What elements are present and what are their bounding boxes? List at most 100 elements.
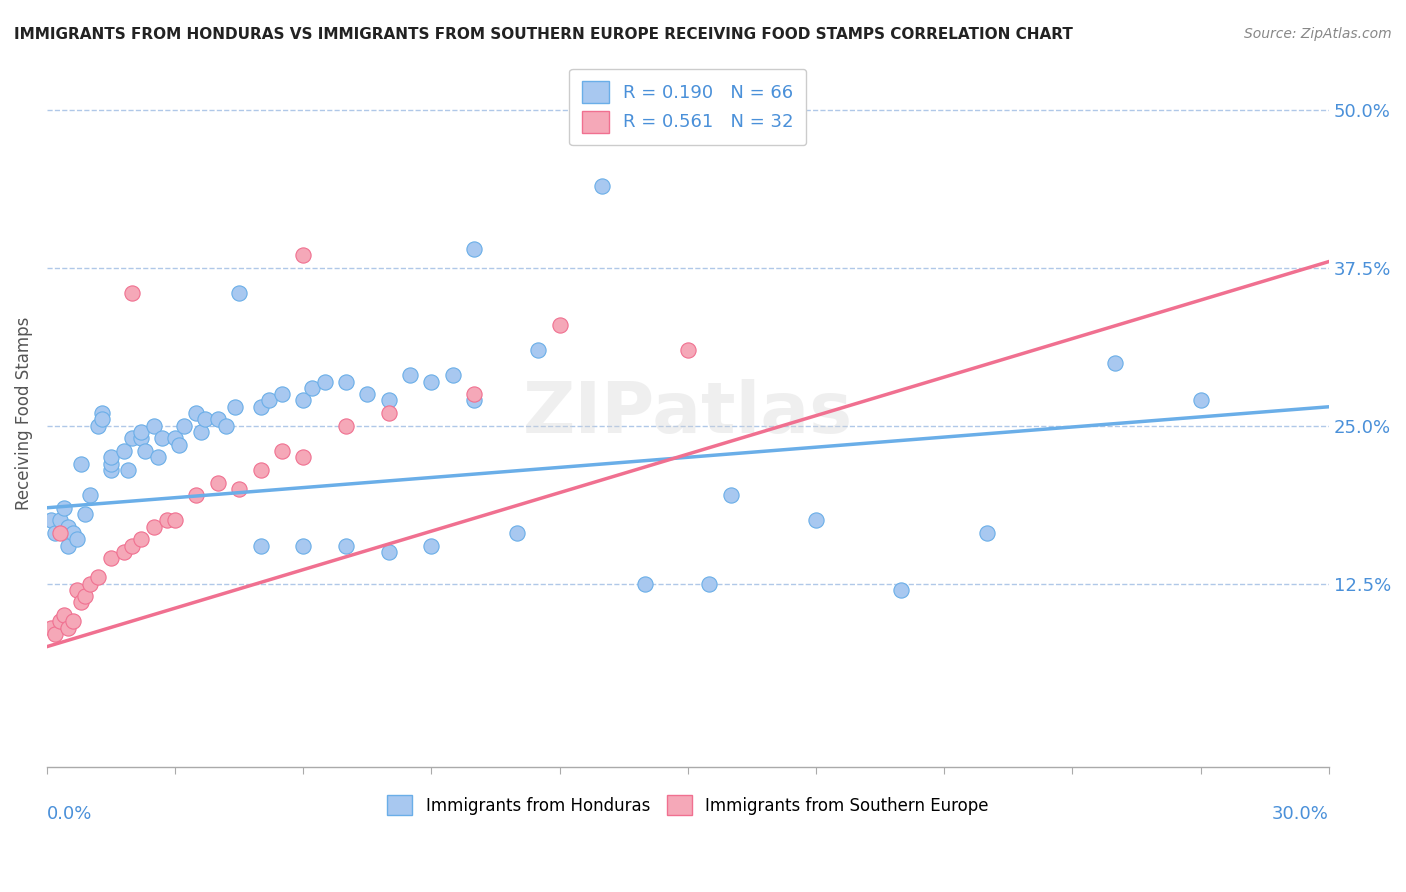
Point — [79, 576, 101, 591]
Point — [62, 615, 84, 629]
Point — [224, 400, 246, 414]
Point — [1189, 393, 1212, 408]
Point — [48, 526, 70, 541]
Point — [190, 425, 212, 439]
Point — [420, 375, 443, 389]
Point — [463, 393, 485, 408]
Point — [301, 381, 323, 395]
Point — [194, 412, 217, 426]
Point — [100, 450, 122, 465]
Point — [270, 444, 292, 458]
Point — [257, 393, 280, 408]
Point — [39, 513, 62, 527]
Point — [356, 387, 378, 401]
Point — [377, 393, 399, 408]
Point — [62, 526, 84, 541]
Point — [804, 513, 827, 527]
Point — [66, 582, 89, 597]
Point — [890, 582, 912, 597]
Point — [121, 539, 143, 553]
Point — [142, 519, 165, 533]
Legend: Immigrants from Honduras, Immigrants from Southern Europe: Immigrants from Honduras, Immigrants fro… — [381, 789, 995, 822]
Point — [634, 576, 657, 591]
Point — [58, 621, 80, 635]
Point — [142, 418, 165, 433]
Point — [66, 533, 89, 547]
Text: IMMIGRANTS FROM HONDURAS VS IMMIGRANTS FROM SOUTHERN EUROPE RECEIVING FOOD STAMP: IMMIGRANTS FROM HONDURAS VS IMMIGRANTS F… — [14, 27, 1073, 42]
Point — [591, 178, 613, 193]
Point — [100, 457, 122, 471]
Point — [44, 526, 66, 541]
Point — [377, 545, 399, 559]
Point — [697, 576, 720, 591]
Point — [112, 545, 135, 559]
Point — [207, 412, 229, 426]
Point — [292, 539, 315, 553]
Text: 0.0%: 0.0% — [46, 805, 93, 823]
Point — [249, 400, 271, 414]
Point — [335, 539, 357, 553]
Point — [676, 343, 699, 357]
Point — [228, 286, 250, 301]
Point — [75, 589, 97, 603]
Point — [1104, 355, 1126, 369]
Point — [548, 318, 571, 332]
Point — [165, 431, 187, 445]
Y-axis label: Receiving Food Stamps: Receiving Food Stamps — [15, 317, 32, 510]
Point — [976, 526, 998, 541]
Point — [100, 551, 122, 566]
Point — [150, 431, 173, 445]
Point — [335, 418, 357, 433]
Point — [207, 475, 229, 490]
Point — [399, 368, 422, 383]
Point — [527, 343, 550, 357]
Point — [129, 431, 152, 445]
Point — [129, 533, 152, 547]
Point — [215, 418, 238, 433]
Point — [463, 387, 485, 401]
Point — [87, 418, 110, 433]
Point — [91, 406, 114, 420]
Point — [270, 387, 292, 401]
Point — [70, 457, 93, 471]
Point — [48, 513, 70, 527]
Point — [112, 444, 135, 458]
Point — [91, 412, 114, 426]
Point — [335, 375, 357, 389]
Point — [75, 507, 97, 521]
Point — [44, 627, 66, 641]
Point — [70, 595, 93, 609]
Point — [79, 488, 101, 502]
Text: ZIPatlas: ZIPatlas — [523, 378, 853, 448]
Point — [58, 519, 80, 533]
Point — [173, 418, 195, 433]
Point — [186, 406, 208, 420]
Point — [129, 425, 152, 439]
Point — [420, 539, 443, 553]
Point — [377, 406, 399, 420]
Text: Source: ZipAtlas.com: Source: ZipAtlas.com — [1244, 27, 1392, 41]
Point — [441, 368, 464, 383]
Point — [314, 375, 336, 389]
Point — [121, 431, 143, 445]
Point — [463, 242, 485, 256]
Point — [48, 615, 70, 629]
Point — [58, 539, 80, 553]
Point — [292, 450, 315, 465]
Point — [87, 570, 110, 584]
Point — [228, 482, 250, 496]
Point — [720, 488, 742, 502]
Point — [39, 621, 62, 635]
Point — [134, 444, 156, 458]
Point — [121, 286, 143, 301]
Point — [165, 513, 187, 527]
Point — [53, 500, 76, 515]
Text: 30.0%: 30.0% — [1272, 805, 1329, 823]
Point — [292, 393, 315, 408]
Point — [117, 463, 139, 477]
Point — [146, 450, 169, 465]
Point — [53, 608, 76, 623]
Point — [292, 248, 315, 262]
Point — [249, 463, 271, 477]
Point — [249, 539, 271, 553]
